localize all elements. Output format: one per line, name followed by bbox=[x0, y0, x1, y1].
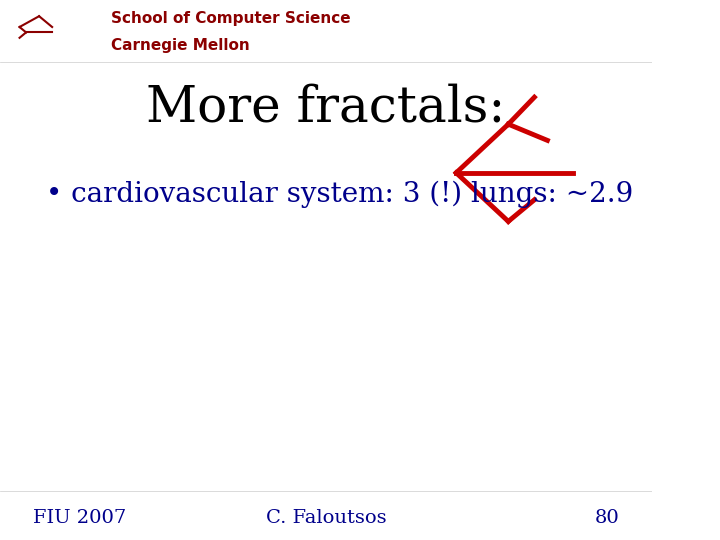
Text: • cardiovascular system: 3 (!) lungs: ~2.9: • cardiovascular system: 3 (!) lungs: ~2… bbox=[45, 181, 633, 208]
Text: More fractals:: More fractals: bbox=[146, 83, 505, 133]
Text: FIU 2007: FIU 2007 bbox=[32, 509, 126, 528]
Text: Carnegie Mellon: Carnegie Mellon bbox=[111, 38, 250, 53]
Text: School of Computer Science: School of Computer Science bbox=[111, 11, 351, 26]
Text: C. Faloutsos: C. Faloutsos bbox=[266, 509, 386, 528]
Text: 80: 80 bbox=[594, 509, 619, 528]
